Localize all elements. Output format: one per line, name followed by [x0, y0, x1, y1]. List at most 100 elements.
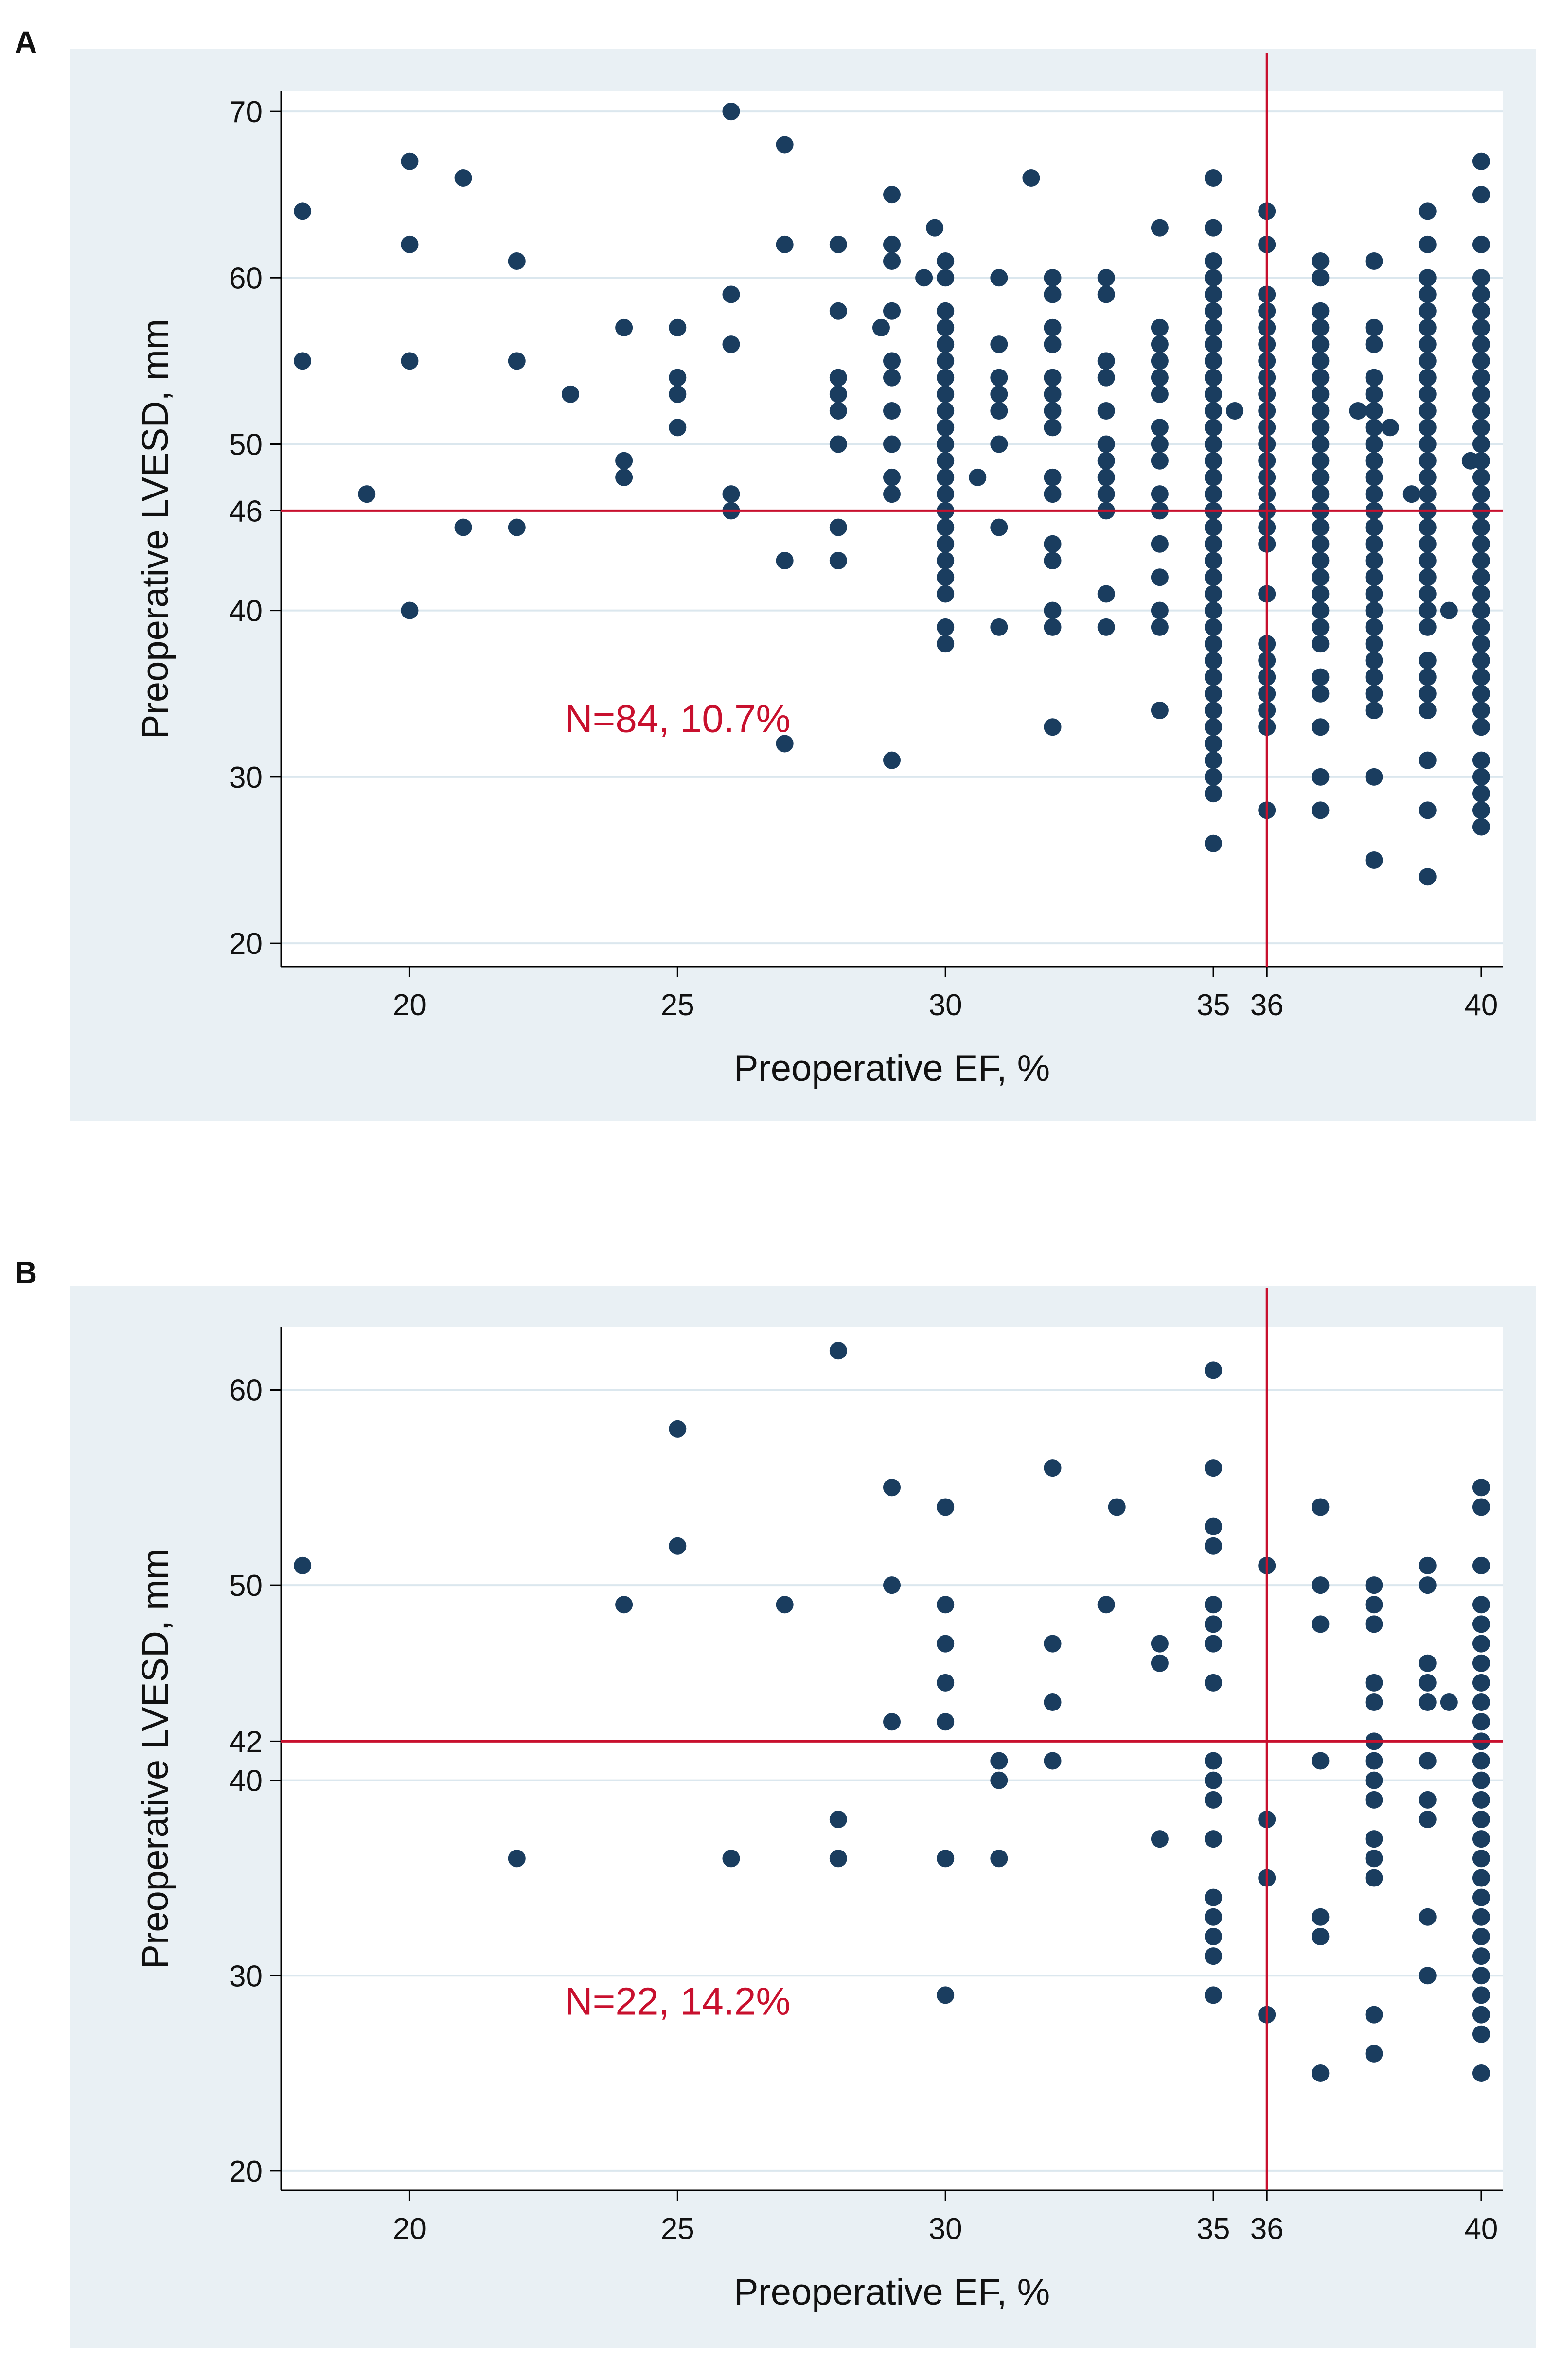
- data-point: [1472, 369, 1490, 387]
- data-point: [1151, 335, 1169, 353]
- data-point: [1365, 1869, 1383, 1887]
- data-point: [1472, 186, 1490, 204]
- data-point: [1419, 1791, 1437, 1809]
- data-point: [1205, 335, 1223, 353]
- data-point: [937, 485, 955, 503]
- data-point: [1312, 385, 1330, 403]
- data-point: [1365, 652, 1383, 670]
- data-point: [1365, 635, 1383, 653]
- data-point: [1365, 1674, 1383, 1692]
- data-point: [1419, 1556, 1437, 1574]
- y-tick-label-30: 30: [229, 761, 263, 794]
- data-point: [1365, 1791, 1383, 1809]
- data-point: [1365, 2045, 1383, 2063]
- data-point: [1044, 552, 1062, 570]
- data-point: [776, 552, 794, 570]
- data-point: [1472, 152, 1490, 170]
- data-point: [1312, 318, 1330, 336]
- data-point: [1205, 302, 1223, 320]
- data-point: [829, 435, 847, 453]
- data-point: [1044, 1635, 1062, 1653]
- data-point: [1419, 1576, 1437, 1594]
- data-point: [1312, 635, 1330, 653]
- data-point: [1151, 601, 1169, 619]
- data-point: [1151, 435, 1169, 453]
- data-point: [669, 385, 687, 403]
- data-point: [1312, 1752, 1330, 1770]
- annotation-a: N=84, 10.7%: [565, 697, 791, 740]
- data-point: [1472, 1596, 1490, 1614]
- data-point: [1097, 1596, 1115, 1614]
- data-point: [1312, 535, 1330, 553]
- data-point: [722, 335, 740, 353]
- data-point: [1365, 335, 1383, 353]
- data-point: [1419, 685, 1437, 703]
- data-point: [1472, 318, 1490, 336]
- data-point: [454, 518, 472, 536]
- data-point: [1312, 269, 1330, 287]
- data-point: [1365, 419, 1383, 437]
- data-point: [1472, 635, 1490, 653]
- data-point: [1097, 585, 1115, 603]
- data-point: [1472, 335, 1490, 353]
- data-point: [1472, 269, 1490, 287]
- data-point: [1472, 1986, 1490, 2004]
- data-point: [1151, 1635, 1169, 1653]
- data-point: [561, 385, 579, 403]
- data-point: [1419, 402, 1437, 420]
- data-point: [1419, 318, 1437, 336]
- data-point: [937, 635, 955, 653]
- data-point: [1365, 468, 1383, 486]
- data-point: [1151, 219, 1169, 237]
- data-point: [937, 252, 955, 270]
- y-tick-label-46: 46: [229, 494, 263, 528]
- data-point: [1365, 1771, 1383, 1789]
- data-point: [1044, 618, 1062, 636]
- data-point: [1419, 202, 1437, 220]
- data-point: [1365, 851, 1383, 869]
- x-axis-title-b: Preoperative EF, %: [734, 2272, 1050, 2313]
- data-point: [1205, 1752, 1223, 1770]
- data-point: [1312, 468, 1330, 486]
- data-point: [883, 1479, 901, 1497]
- data-point: [829, 302, 847, 320]
- data-point: [1419, 269, 1437, 287]
- data-point: [1419, 668, 1437, 686]
- data-point: [1472, 302, 1490, 320]
- data-point: [937, 1635, 955, 1653]
- data-point: [669, 1420, 687, 1438]
- data-point: [1312, 1908, 1330, 1926]
- y-tick-label-70: 70: [229, 95, 263, 129]
- data-point: [1472, 1498, 1490, 1516]
- data-point: [883, 352, 901, 370]
- data-point: [1365, 535, 1383, 553]
- data-point: [1381, 419, 1399, 437]
- data-point: [1365, 702, 1383, 720]
- data-point: [1205, 585, 1223, 603]
- data-point: [1205, 435, 1223, 453]
- data-point: [1312, 335, 1330, 353]
- data-point: [1365, 452, 1383, 470]
- data-point: [937, 419, 955, 437]
- data-point: [1205, 1791, 1223, 1809]
- data-point: [615, 468, 633, 486]
- data-point: [1472, 1947, 1490, 1965]
- data-point: [1472, 568, 1490, 586]
- data-point: [1472, 1771, 1490, 1789]
- data-point: [1205, 834, 1223, 852]
- data-point: [1044, 318, 1062, 336]
- data-point: [829, 402, 847, 420]
- data-point: [1205, 601, 1223, 619]
- data-point: [1419, 751, 1437, 769]
- data-point: [829, 1810, 847, 1828]
- data-point: [1419, 1967, 1437, 1985]
- data-point: [1365, 568, 1383, 586]
- panel-label-a: A: [15, 25, 37, 60]
- y-tick-label-40: 40: [229, 595, 263, 628]
- data-point: [1205, 1908, 1223, 1926]
- data-point: [1472, 668, 1490, 686]
- data-point: [1472, 485, 1490, 503]
- data-point: [1472, 768, 1490, 786]
- data-point: [1205, 219, 1223, 237]
- data-point: [508, 252, 526, 270]
